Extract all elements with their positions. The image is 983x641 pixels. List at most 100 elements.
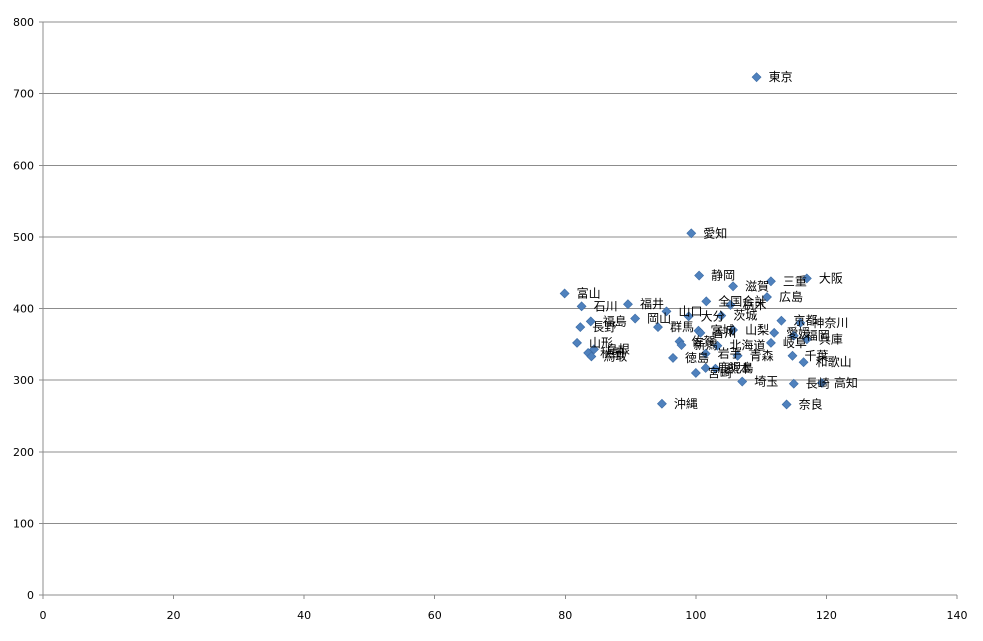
data-point-46	[656, 398, 667, 409]
data-label-21: 山梨	[745, 323, 769, 337]
data-point-31	[676, 340, 687, 350]
data-point-29	[572, 337, 582, 348]
data-point-24	[769, 327, 780, 338]
y-tick-label: 500	[13, 231, 34, 244]
data-label-15: 岡山	[647, 312, 671, 326]
tick-labels: 0 100 200 300 400 500 600 700 800 0 20 40 60 80 100 120…	[13, 16, 968, 622]
data-label-27: 兵庫	[819, 332, 843, 346]
data-point-2	[694, 270, 705, 281]
data-point-35	[732, 350, 743, 361]
data-label-44: 長崎	[806, 377, 830, 391]
data-point-15	[630, 313, 641, 324]
data-label-10: 栃木	[742, 298, 766, 312]
data-point-4	[766, 276, 776, 287]
data-label-0: 東京	[769, 70, 793, 84]
data-label-9: 福井	[640, 296, 664, 311]
data-point-12	[661, 306, 672, 317]
y-tick-label: 200	[13, 446, 34, 459]
data-label-47: 奈良	[799, 396, 823, 411]
data-label-26: 岐阜	[783, 336, 807, 350]
data-label-30: 北海道	[729, 338, 765, 353]
data-point-36	[668, 352, 678, 363]
data-point-11	[576, 301, 587, 312]
y-tick-label: 800	[13, 16, 34, 29]
data-label-16: 京都	[793, 314, 817, 328]
data-label-17: 福島	[603, 313, 627, 328]
data-point-32	[589, 344, 599, 355]
y-tick-label: 100	[13, 517, 34, 530]
data-label-19: 群馬	[670, 320, 694, 334]
data-point-21	[728, 325, 738, 335]
data-label-12: 山口	[678, 304, 702, 318]
data-label-29: 山形	[589, 336, 613, 350]
data-label-11: 石川	[594, 299, 618, 313]
data-point-34	[700, 348, 711, 359]
data-point-19	[653, 322, 663, 333]
data-point-17	[585, 316, 596, 327]
x-tick-label: 60	[428, 609, 442, 622]
data-label-25: 福岡	[806, 328, 830, 343]
y-tick-label: 300	[13, 374, 34, 387]
x-tick-label: 20	[167, 609, 181, 622]
gridlines	[43, 21, 957, 524]
data-label-33: 秋田	[600, 346, 624, 360]
data-label-13: 茨城	[733, 309, 757, 323]
data-points	[559, 72, 827, 410]
data-label-5: 滋賀	[745, 279, 769, 293]
data-point-44	[788, 378, 799, 389]
data-label-45: 高知	[834, 375, 858, 390]
data-label-32: 島根	[606, 341, 630, 356]
data-point-7	[762, 292, 772, 302]
data-point-1	[686, 228, 697, 239]
data-label-39: 和歌山	[816, 354, 852, 369]
y-tick-label: 0	[27, 589, 34, 602]
data-point-14	[683, 311, 694, 322]
data-point-40	[710, 363, 721, 374]
data-point-41	[700, 363, 711, 373]
data-point-10	[725, 299, 736, 310]
data-label-34: 岩手	[718, 346, 742, 361]
y-tick-label: 400	[13, 303, 34, 316]
data-point-6	[559, 288, 570, 299]
data-label-24: 愛媛	[786, 326, 810, 340]
data-point-30	[712, 340, 723, 351]
x-tick-label: 100	[685, 609, 706, 622]
data-point-0	[751, 72, 762, 83]
x-tick-label: 40	[297, 609, 311, 622]
y-tick-label: 600	[13, 159, 34, 172]
axes	[39, 21, 958, 599]
data-label-41: 鹿児島	[718, 360, 754, 375]
data-point-8	[701, 296, 712, 307]
data-point-18	[795, 317, 806, 328]
x-tick-label: 80	[558, 609, 572, 622]
data-point-27	[801, 334, 812, 345]
data-label-38: 千葉	[804, 349, 828, 363]
data-label-2: 静岡	[711, 269, 735, 283]
data-point-39	[798, 357, 809, 368]
data-point-43	[737, 376, 748, 387]
data-point-42	[690, 368, 701, 378]
data-label-31: 新潟	[693, 337, 717, 352]
data-point-45	[816, 378, 827, 388]
data-label-14: 大分	[701, 309, 725, 323]
data-label-4: 三重	[783, 274, 807, 288]
data-point-47	[781, 399, 792, 410]
data-point-25	[788, 330, 799, 341]
data-label-36: 徳島	[685, 350, 709, 365]
data-point-38	[787, 350, 798, 361]
data-label-3: 大阪	[819, 271, 843, 285]
data-label-35: 青森	[750, 348, 774, 363]
data-point-16	[776, 315, 787, 326]
data-label-46: 沖縄	[674, 396, 698, 411]
data-point-23	[695, 327, 706, 338]
data-label-28: 佐賀	[692, 334, 716, 348]
y-tick-label: 700	[13, 88, 34, 101]
x-tick-label: 140	[947, 609, 968, 622]
data-label-6: 富山	[577, 285, 601, 300]
data-label-42: 宮崎	[708, 365, 732, 380]
data-label-40: 熊本	[727, 361, 751, 376]
data-label-18: 神奈川	[812, 316, 848, 330]
